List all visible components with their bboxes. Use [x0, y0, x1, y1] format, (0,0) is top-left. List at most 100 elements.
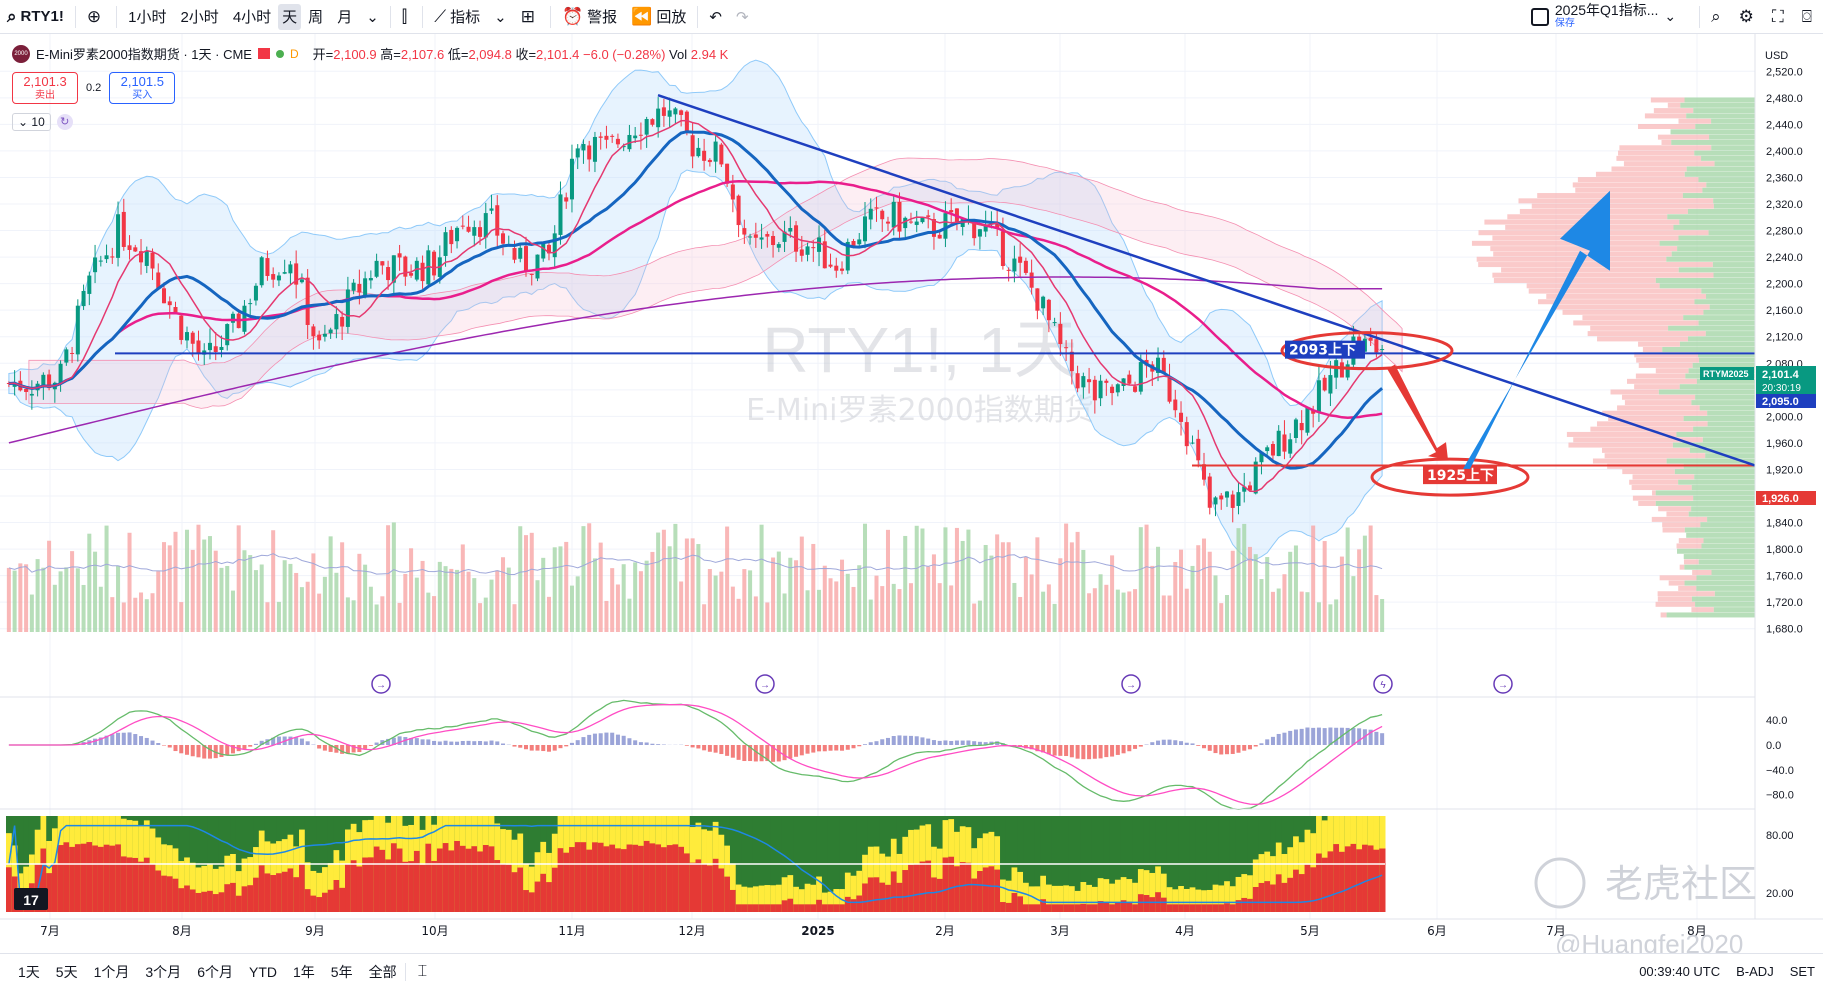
clock-time[interactable]: 00:39:40 UTC	[1639, 964, 1721, 979]
range-ytd[interactable]: YTD	[248, 963, 277, 980]
time-tick-label: 4月	[1175, 924, 1195, 938]
volume-bar	[644, 560, 649, 632]
osc-bar-red	[1270, 884, 1277, 912]
volume-bar	[403, 573, 408, 632]
range-1d[interactable]: 1天	[18, 963, 40, 980]
osc-bar-red	[982, 867, 990, 912]
range-5d[interactable]: 5天	[55, 963, 78, 980]
macd-bar	[1069, 745, 1074, 758]
indicators-dropdown[interactable]: ⌄	[487, 0, 514, 34]
profile-bar	[1671, 139, 1755, 145]
candle-body	[1127, 374, 1132, 384]
range-6m[interactable]: 6个月	[197, 963, 233, 980]
adjustment-toggle[interactable]: B-ADJ	[1736, 964, 1774, 979]
down-arrow[interactable]	[1387, 364, 1448, 461]
up-arrow[interactable]	[1463, 190, 1610, 469]
osc-bar-yellow	[1103, 879, 1110, 912]
interval-4h[interactable]: 4小时	[232, 9, 272, 26]
range-1y[interactable]: 1年	[292, 963, 315, 980]
settings-toggle[interactable]: SET	[1789, 964, 1815, 979]
buy-button[interactable]: 2,101.5 买入	[109, 72, 176, 104]
quick-search-button[interactable]: ⌕	[1704, 0, 1732, 34]
compare-button[interactable]: ⊕	[80, 0, 112, 34]
replay-label: 回放	[656, 9, 687, 26]
tradingview-logo[interactable]: 17	[14, 888, 48, 910]
interval-dropdown[interactable]: ⌄	[359, 0, 386, 34]
macd-signal-line	[8, 703, 1383, 806]
interval-2h[interactable]: 2小时	[180, 9, 219, 26]
interval-1d[interactable]: 天	[278, 3, 302, 30]
range-3m[interactable]: 3个月	[145, 963, 182, 980]
osc-bar-red	[603, 846, 610, 912]
candle-body	[420, 262, 425, 282]
resistance-ellipse[interactable]	[1280, 331, 1454, 371]
redo-button[interactable]: ↷	[729, 0, 756, 34]
alert-button[interactable]: ⏰ 警报	[555, 0, 624, 34]
legend-title[interactable]: E-Mini罗素2000指数期货 · 1天 · CME	[36, 47, 252, 62]
candle-body	[868, 208, 873, 220]
chart-canvas[interactable]: RTY1!, 1天 E-Mini罗素2000指数期货 2093上下 1925上下…	[0, 34, 1823, 953]
osc-bar-yellow	[1120, 877, 1127, 912]
undo-button[interactable]: ↶	[702, 0, 729, 34]
sell-button[interactable]: 2,101.3 卖出	[12, 72, 78, 104]
volume-bar	[1276, 588, 1281, 632]
profile-bar	[1684, 171, 1755, 177]
profile-bar	[1684, 97, 1755, 103]
osc-bar-yellow	[195, 867, 202, 912]
osc-bar-red	[339, 887, 346, 912]
profile-bar	[1632, 495, 1694, 501]
osc-bar-yellow	[207, 864, 214, 912]
macd-bar	[207, 745, 212, 759]
volume-bar	[1207, 551, 1212, 632]
volume-bar	[845, 573, 850, 632]
range-all[interactable]: 全部	[368, 963, 397, 980]
macd-bar	[173, 745, 178, 752]
snapshot-button[interactable]: ⌼	[1795, 0, 1823, 34]
candle-body	[1173, 399, 1178, 411]
fullscreen-button[interactable]: ⛶	[1765, 0, 1795, 34]
osc-bar-red	[879, 882, 886, 912]
chart-type-button[interactable]: ⫿	[395, 0, 418, 34]
community-brand: 老虎社区	[1605, 862, 1757, 906]
macd-bar	[759, 745, 764, 762]
layout-button[interactable]: 2025年Q1指标... 保存 ⌄	[1512, 0, 1695, 34]
profile-bar	[1691, 485, 1755, 491]
date-range-button[interactable]: ⌶	[404, 962, 436, 981]
currency-label[interactable]: USD	[1765, 50, 1788, 62]
interval-1h[interactable]: 1小时	[128, 9, 167, 26]
range-1m[interactable]: 1个月	[93, 963, 130, 980]
price-grid	[0, 70, 1755, 630]
event-arrow-icon	[1121, 674, 1141, 694]
profile-bar	[1692, 362, 1755, 368]
high-label: 高=	[380, 47, 401, 62]
osc-bar-red	[798, 904, 806, 912]
osc-bar-red	[63, 842, 70, 912]
range-5y[interactable]: 5年	[330, 963, 353, 980]
interval-1w[interactable]: 周	[308, 9, 324, 26]
interval-1m[interactable]: 月	[337, 9, 353, 26]
candle-body	[29, 393, 34, 396]
event-arrow-icon	[1493, 674, 1513, 694]
time-axis[interactable]: 7月 8月 9月 10月 11月 12月 2025 2月 3月 4月 5月 6月 7月 8月	[40, 924, 1707, 938]
support-ellipse[interactable]	[1370, 457, 1530, 497]
indicators-button[interactable]: ⟋ 指标	[427, 0, 487, 34]
settings-button[interactable]: ⚙	[1732, 0, 1765, 34]
candle-body	[587, 145, 592, 160]
symbol-search[interactable]: ⌕ RTY1!	[0, 0, 71, 34]
tiger-logo-icon	[1534, 857, 1586, 909]
replay-button[interactable]: ⏪ 回放	[624, 0, 693, 34]
osc-bar-red	[758, 904, 765, 912]
volume-bar	[184, 529, 190, 632]
candle-body	[523, 246, 529, 272]
osc-bar-red	[1120, 900, 1127, 912]
macd-bar	[943, 740, 948, 745]
sync-icon[interactable]: ↻	[56, 114, 73, 130]
candle-body	[1069, 351, 1074, 372]
indicator-toggle[interactable]: ⌄ 10	[12, 113, 51, 131]
macd-bar	[196, 745, 201, 758]
macd-bar	[638, 742, 643, 745]
macd-bar	[253, 743, 258, 745]
trendline[interactable]	[657, 93, 1756, 467]
candle-body	[569, 158, 574, 200]
templates-button[interactable]: ⊞	[514, 0, 546, 34]
